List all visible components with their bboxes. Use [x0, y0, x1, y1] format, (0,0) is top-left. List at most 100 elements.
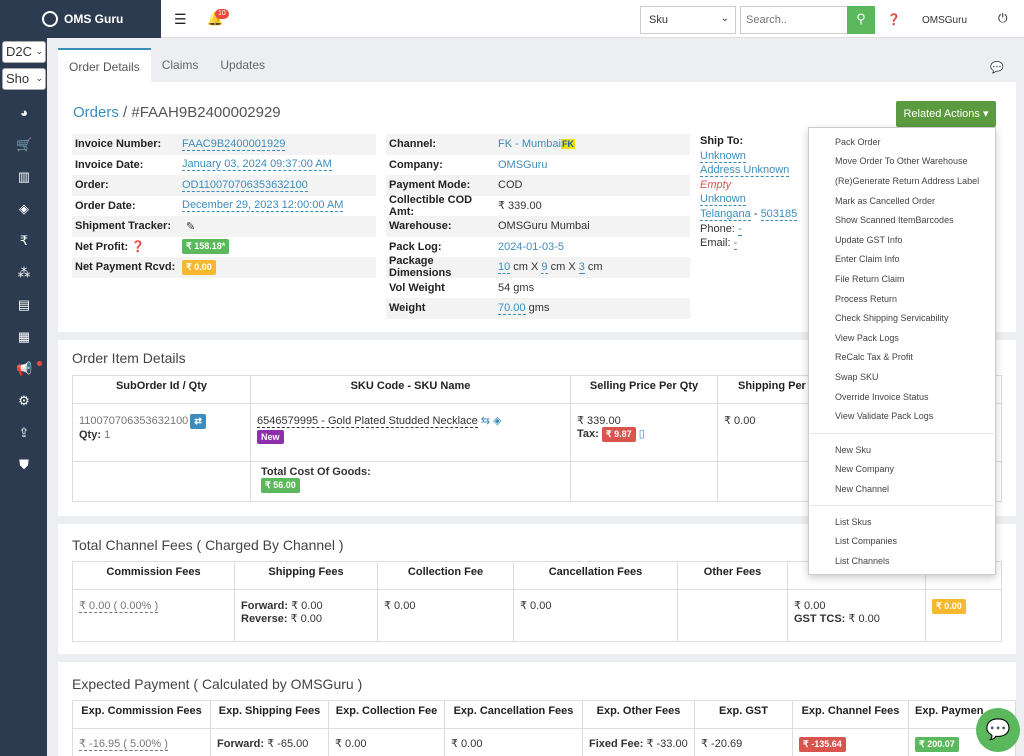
dimension-height[interactable]: 3: [578, 261, 585, 275]
bar-chart-icon[interactable]: ▦: [17, 329, 31, 344]
exp-commission-fee[interactable]: ₹ -16.95 ( 5.00% ): [79, 738, 168, 751]
breadcrumb: Orders / #FAAH9B2400002929: [73, 104, 281, 121]
menu-item-swap-sku[interactable]: Swap SKU: [835, 372, 879, 382]
swap-icon[interactable]: ⇄: [190, 414, 206, 429]
commission-fee[interactable]: ₹ 0.00 ( 0.00% ): [79, 600, 159, 613]
field-label: Net Profit: ❓: [75, 241, 145, 254]
rupee-icon[interactable]: ₹: [19, 233, 29, 248]
tab-updates[interactable]: Updates: [220, 58, 266, 72]
help-icon[interactable]: ❓: [887, 14, 901, 26]
ship-to-name[interactable]: Unknown: [700, 149, 746, 163]
weight-link[interactable]: 70.00: [498, 302, 526, 316]
search-icon: ⚲: [856, 11, 866, 26]
dashboard-icon[interactable]: ◕: [20, 105, 28, 120]
search-button[interactable]: ⚲: [847, 6, 875, 34]
ship-to-pincode[interactable]: 503185: [760, 207, 798, 221]
menu-item-update-gst[interactable]: Update GST Info: [835, 235, 903, 245]
menu-item-mark-cancelled[interactable]: Mark as Cancelled Order: [835, 196, 936, 206]
payment-mode-value: COD: [498, 179, 523, 192]
menu-item-check-servicability[interactable]: Check Shipping Servicability: [835, 313, 949, 323]
order-link[interactable]: OD110070706353632100: [182, 178, 308, 192]
search-type-select[interactable]: Sku ⌄: [640, 6, 736, 34]
dimension-width[interactable]: 9: [541, 261, 548, 275]
company-link[interactable]: OMSGuru: [498, 158, 548, 171]
sidebar-select-1[interactable]: D2C ⌄: [2, 41, 46, 63]
channel-total-badge: ₹ 0.00: [932, 599, 966, 614]
invoice-number-link[interactable]: FAAC9B2400001929: [182, 137, 286, 151]
table-row: Total Cost Of Goods: ₹ 56.00: [72, 461, 1002, 502]
menu-item-new-company[interactable]: New Company: [835, 464, 895, 474]
user-name[interactable]: OMSGuru: [922, 15, 968, 26]
chat-bubbles-icon: 💬: [985, 719, 1011, 741]
channel-fees-table: Commission Fees Shipping Fees Collection…: [72, 561, 1002, 642]
chat-button[interactable]: 💬: [976, 708, 1020, 752]
sku-link[interactable]: 6546579995 - Gold Plated Studded Necklac…: [257, 415, 478, 428]
power-icon[interactable]: ⏻: [998, 11, 1008, 25]
menu-item-new-sku[interactable]: New Sku: [835, 445, 872, 455]
order-date-link[interactable]: December 29, 2023 12:00:00 AM: [182, 199, 344, 213]
tag-icon[interactable]: ⛊: [19, 457, 29, 472]
order-id-title: #FAAH9B2400002929: [131, 104, 281, 121]
expected-payment-title: Expected Payment ( Calculated by OMSGuru…: [72, 676, 363, 692]
breadcrumb-orders-link[interactable]: Orders: [73, 104, 119, 121]
related-actions-button[interactable]: Related Actions ▾: [896, 101, 996, 127]
cart-icon[interactable]: 🛒: [16, 137, 33, 152]
menu-item-view-pack-logs[interactable]: View Pack Logs: [835, 333, 899, 343]
sidebar-select-2[interactable]: Sho ⌄: [2, 68, 46, 90]
column-header: Exp. GST: [694, 700, 793, 729]
file-icon[interactable]: ▤: [17, 297, 31, 312]
comments-icon[interactable]: 💬: [990, 62, 1004, 74]
pencil-icon[interactable]: ✎: [186, 220, 196, 233]
upload-icon[interactable]: ⇪: [18, 425, 30, 440]
column-header: Shipping Fees: [234, 561, 378, 590]
exp-fixed-fee: ₹ -33.00: [646, 738, 688, 750]
menu-item-show-scanned-barcodes[interactable]: Show Scanned ItemBarcodes: [835, 215, 954, 225]
net-payment-row: Net Payment Rcvd: ₹ 0.00: [72, 257, 376, 278]
email-label: Email:: [700, 237, 731, 250]
gear-icon[interactable]: ⚙: [18, 393, 30, 408]
megaphone-icon[interactable]: 📢: [16, 361, 33, 376]
dropbox-icon[interactable]: ◈: [493, 415, 502, 427]
menu-item-pack-order[interactable]: Pack Order: [835, 137, 881, 147]
invoice-icon[interactable]: ▯: [638, 428, 645, 440]
menu-item-generate-return-label[interactable]: (Re)Generate Return Address Label: [835, 176, 980, 186]
menu-item-new-channel[interactable]: New Channel: [835, 484, 890, 494]
dimension-length[interactable]: 10: [498, 261, 511, 275]
menu-item-list-skus[interactable]: List Skus: [835, 517, 872, 527]
related-actions-menu: Pack Order Move Order To Other Warehouse…: [808, 127, 996, 575]
exp-gst: ₹ -20.69: [701, 738, 743, 750]
tab-order-details[interactable]: Order Details: [58, 48, 151, 82]
menu-item-view-validate-pack-logs[interactable]: View Validate Pack Logs: [835, 411, 934, 421]
email-value[interactable]: -: [733, 237, 738, 251]
menu-item-move-order[interactable]: Move Order To Other Warehouse: [835, 156, 968, 166]
barcode-icon[interactable]: ▥: [17, 169, 31, 184]
menu-item-enter-claim[interactable]: Enter Claim Info: [835, 254, 900, 264]
menu-item-file-return-claim[interactable]: File Return Claim: [835, 274, 905, 284]
gst-tcs-label: GST TCS:: [794, 613, 846, 625]
gst-tcs-fee: ₹ 0.00: [848, 613, 880, 625]
ship-to-state[interactable]: Telangana: [700, 207, 751, 221]
dropbox-icon[interactable]: ◈: [19, 201, 29, 216]
search-input[interactable]: [740, 6, 848, 34]
tab-claims[interactable]: Claims: [161, 58, 199, 72]
field-label: Weight: [389, 302, 426, 315]
menu-item-override-invoice-status[interactable]: Override Invoice Status: [835, 392, 929, 402]
channel-link[interactable]: FK - Mumbai: [498, 138, 561, 151]
phone-value[interactable]: -: [737, 222, 742, 236]
brand[interactable]: OMS Guru: [0, 0, 161, 38]
ship-to-city[interactable]: Unknown: [700, 193, 746, 207]
menu-item-recalc-tax[interactable]: ReCalc Tax & Profit: [835, 352, 913, 362]
refresh-icon[interactable]: ⇆: [480, 415, 491, 427]
column-header: Exp. Collection Fee: [328, 700, 445, 729]
pack-log-link[interactable]: 2024-01-03-5: [498, 240, 565, 253]
menu-item-list-companies[interactable]: List Companies: [835, 536, 898, 546]
menu-toggle-icon[interactable]: ☰: [174, 11, 187, 27]
sitemap-icon[interactable]: ⁂: [17, 265, 31, 280]
invoice-date-link[interactable]: January 03, 2024 09:37:00 AM: [182, 158, 332, 172]
column-header: Commission Fees: [72, 561, 235, 590]
ship-to-address[interactable]: Address Unknown: [700, 164, 790, 178]
selling-price: ₹ 339.00: [577, 415, 621, 427]
menu-item-process-return[interactable]: Process Return: [835, 294, 898, 304]
menu-item-list-channels[interactable]: List Channels: [835, 556, 890, 566]
sidebar-select-1-value: D2C: [6, 44, 33, 59]
